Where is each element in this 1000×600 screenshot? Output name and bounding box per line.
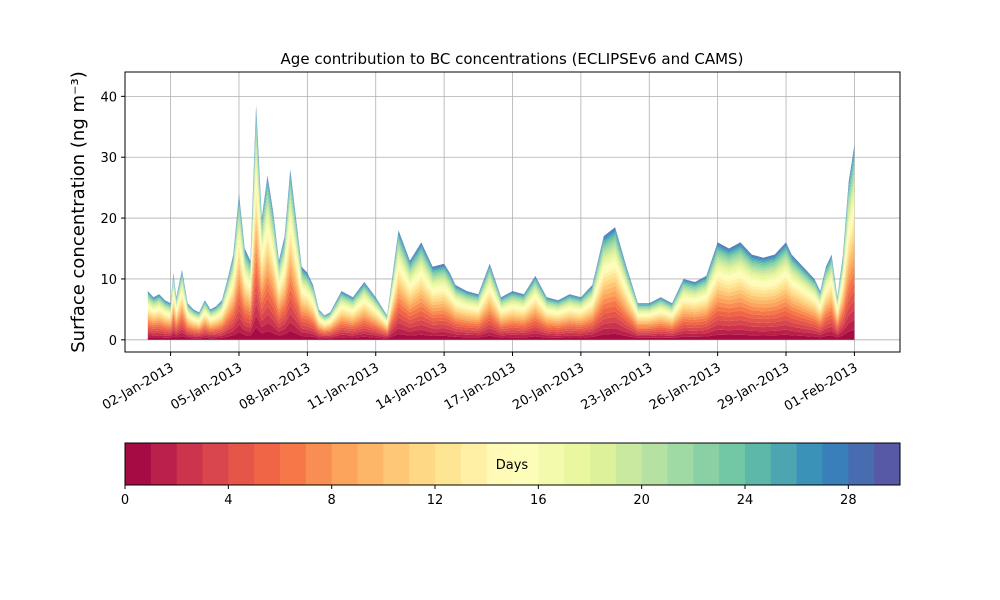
colorbar-segment (150, 443, 178, 485)
colorbar-segment (331, 443, 358, 485)
colorbar-segment (486, 443, 513, 485)
colorbar-segment (615, 443, 643, 485)
colorbar-segment (435, 443, 462, 485)
colorbar-segment (460, 443, 488, 485)
colorbar-segment (409, 443, 436, 485)
x-tick-label: 05-Jan-2013 (168, 360, 245, 413)
x-tick-label: 29-Jan-2013 (715, 360, 792, 413)
y-tick-label: 40 (100, 90, 117, 105)
colorbar-segment (305, 443, 333, 485)
y-axis-label: Surface concentration (ng m⁻³) (68, 71, 89, 353)
colorbar-segment (796, 443, 823, 485)
colorbar-tick-label: 12 (427, 493, 444, 508)
x-tick-label: 23-Jan-2013 (579, 360, 656, 413)
colorbar-label: Days (496, 458, 529, 473)
colorbar: 0 4 8 12 16 20 24 28 (121, 442, 901, 508)
colorbar-segment (538, 443, 565, 485)
y-tick-label: 20 (100, 212, 117, 227)
colorbar-segment (874, 443, 901, 485)
x-tick-label: 17-Jan-2013 (442, 360, 519, 413)
colorbar-segment (745, 443, 772, 485)
colorbar-segment (822, 443, 849, 485)
x-tick-label: 11-Jan-2013 (305, 360, 382, 413)
age-band-area (147, 291, 855, 336)
age-band-area (147, 327, 855, 340)
colorbar-tick-label: 20 (633, 493, 650, 508)
age-band-area (147, 280, 855, 335)
colorbar-segment (719, 443, 746, 485)
stacked-areas (147, 105, 855, 340)
colorbar-frame (124, 442, 901, 486)
colorbar-segment (202, 443, 229, 485)
x-tick-label: 02-Jan-2013 (100, 360, 177, 413)
colorbar-segment (590, 443, 617, 485)
x-tick-label: 26-Jan-2013 (647, 360, 724, 413)
colorbar-segment (667, 443, 694, 485)
colorbar-segment (280, 443, 307, 485)
colorbar-segment (693, 443, 720, 485)
age-band-area (147, 315, 855, 339)
colorbar-tick-label: 24 (737, 493, 754, 508)
y-tick-label: 10 (100, 273, 117, 288)
colorbar-segment (848, 443, 875, 485)
colorbar-segment (512, 443, 539, 485)
x-tick-label: 14-Jan-2013 (374, 360, 451, 413)
colorbar-tick-label: 16 (530, 493, 547, 508)
colorbar-segment (254, 443, 281, 485)
x-tick-label: 20-Jan-2013 (510, 360, 587, 413)
colorbar-segment (357, 443, 384, 485)
colorbar-segment (770, 443, 798, 485)
colorbar-tick-label: 4 (224, 493, 232, 508)
colorbar-tick-label: 0 (121, 493, 129, 508)
colorbar-segment (228, 443, 255, 485)
age-band-area (147, 303, 855, 338)
y-tick-label: 0 (109, 334, 117, 349)
colorbar-segment (564, 443, 591, 485)
x-tick-label: 01-Feb-2013 (782, 360, 861, 414)
colorbar-segment (176, 443, 203, 485)
colorbar-tick-label: 8 (328, 493, 336, 508)
colorbar-tick-label: 28 (840, 493, 857, 508)
x-tick-label: 08-Jan-2013 (237, 360, 314, 413)
colorbar-segment (125, 443, 152, 485)
colorbar-segment (641, 443, 668, 485)
colorbar-segment (383, 443, 410, 485)
y-tick-label: 30 (100, 151, 117, 166)
chart-title: Age contribution to BC concentrations (E… (281, 50, 744, 68)
